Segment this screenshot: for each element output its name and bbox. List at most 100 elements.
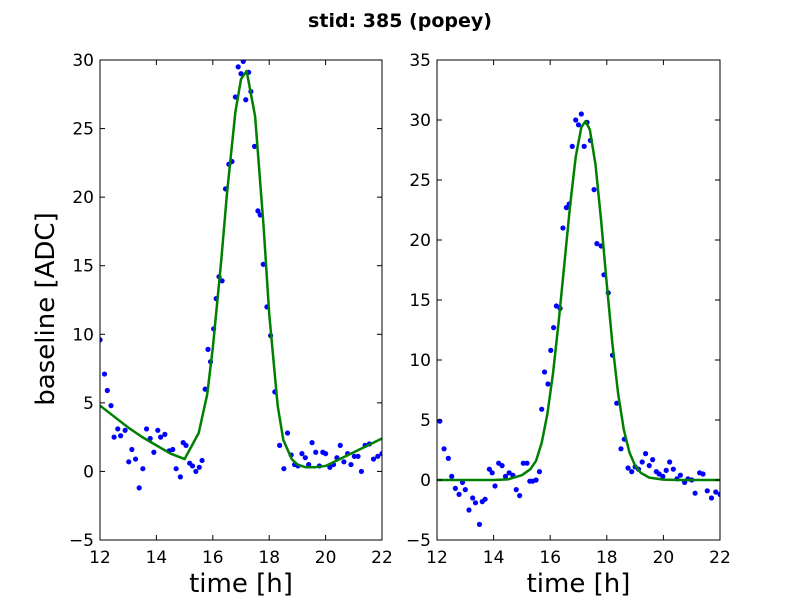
data-point (560, 225, 566, 231)
data-point (452, 485, 458, 491)
y-tick-label: 5 (83, 394, 94, 414)
data-point (700, 471, 706, 477)
data-point (642, 451, 649, 457)
data-point (284, 430, 291, 436)
data-point (196, 464, 202, 470)
data-point (238, 71, 244, 77)
y-tick-label: 20 (409, 231, 431, 251)
data-point (656, 471, 662, 477)
data-point (348, 461, 354, 468)
data-point (553, 303, 560, 309)
data-point (122, 427, 128, 433)
data-point (492, 483, 498, 489)
data-point (667, 459, 673, 465)
data-point (594, 241, 600, 247)
x-tick-label: 14 (483, 548, 505, 568)
data-point (545, 381, 551, 387)
data-point (351, 453, 357, 459)
data-point (692, 490, 698, 496)
y-tick-label: 25 (72, 120, 94, 140)
data-point (614, 400, 620, 406)
data-point (337, 442, 343, 448)
axes-frame (99, 59, 383, 541)
fit-line (437, 119, 720, 482)
x-tick-label: 20 (315, 548, 337, 568)
data-point (646, 463, 652, 469)
data-point (513, 487, 519, 493)
data-point (143, 426, 150, 432)
x-tick-label: 18 (596, 548, 618, 568)
data-point (111, 434, 117, 440)
data-point (183, 442, 189, 448)
y-tick-label: −5 (69, 531, 94, 551)
left-panel: 12 14 16 18 20 22 −5 0 5 10 15 20 25 30 time [h] baseli… (31, 51, 393, 599)
plot-area (100, 60, 382, 491)
figure-title: stid: 385 (popey) (308, 10, 492, 32)
data-point (358, 468, 365, 475)
data-point (704, 488, 710, 494)
data-point (117, 433, 124, 439)
data-point (502, 473, 509, 479)
data-point (650, 457, 656, 463)
data-point (251, 143, 258, 149)
data-point (441, 446, 447, 452)
data-point (569, 143, 575, 149)
data-point (456, 491, 462, 497)
data-point (235, 64, 241, 70)
data-point (536, 469, 543, 475)
data-point (379, 451, 382, 457)
data-point (506, 470, 512, 476)
data-point (355, 453, 361, 459)
data-point (449, 473, 455, 479)
data-point (155, 427, 161, 433)
data-point (660, 473, 666, 479)
data-point (445, 455, 451, 461)
data-point (132, 456, 139, 462)
data-point (255, 208, 261, 214)
data-point (581, 143, 587, 149)
data-point (173, 466, 179, 472)
data-point (677, 472, 683, 478)
data-point (466, 507, 472, 513)
data-point (670, 466, 676, 472)
data-point (482, 496, 488, 502)
data-point (437, 418, 443, 424)
data-point (281, 466, 287, 472)
plot-area (437, 111, 720, 528)
data-point (158, 434, 164, 440)
x-tick-label: 16 (539, 548, 561, 568)
x-tick-label: 22 (709, 548, 731, 568)
data-point (136, 485, 142, 491)
data-point (618, 446, 624, 452)
data-point (551, 325, 557, 331)
y-tick-label: 10 (72, 325, 94, 345)
data-point (193, 468, 199, 475)
data-point (541, 369, 548, 375)
x-tick-label: 22 (371, 548, 393, 568)
data-point (517, 493, 523, 499)
data-point (520, 460, 526, 466)
data-point (243, 97, 249, 103)
data-point (375, 453, 381, 459)
x-tick-label: 14 (146, 548, 168, 568)
data-point (100, 337, 103, 343)
y-tick-label: 15 (72, 257, 94, 277)
data-point (260, 261, 266, 267)
data-point (115, 426, 121, 432)
data-point (533, 477, 539, 483)
data-point (323, 451, 329, 457)
data-point (309, 440, 315, 446)
data-point (151, 449, 157, 455)
data-point (717, 491, 720, 497)
data-point (129, 446, 135, 453)
data-point (104, 387, 110, 394)
data-point (476, 521, 483, 528)
data-point (108, 403, 114, 409)
data-point (713, 489, 719, 495)
data-point (639, 459, 645, 465)
y-tick-label: 35 (409, 51, 431, 71)
data-point (575, 122, 582, 128)
x-axis-label: time [h] (189, 569, 293, 599)
y-tick-label: −5 (406, 531, 431, 551)
